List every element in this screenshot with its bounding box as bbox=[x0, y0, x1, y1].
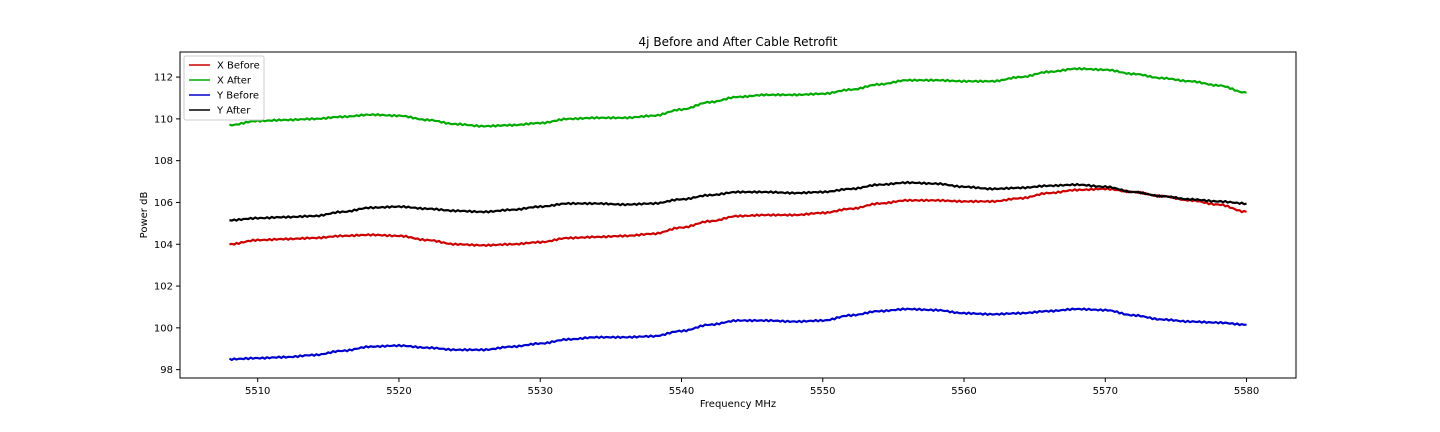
x-axis-label: Frequency MHz bbox=[700, 399, 776, 410]
series-line-y-after bbox=[229, 180, 1247, 222]
y-axis-ticks: 98 100 102 104 106 108 110 112 bbox=[154, 73, 180, 376]
series-line-y-before bbox=[228, 307, 1247, 362]
series-line-x-before bbox=[229, 187, 1247, 247]
x-tick-label: 5550 bbox=[810, 386, 835, 397]
y-tick-label: 102 bbox=[154, 282, 173, 293]
legend-box bbox=[183, 55, 265, 121]
x-tick-label: 5520 bbox=[386, 386, 411, 397]
x-tick-label: 5540 bbox=[669, 386, 694, 397]
y-tick-label: 100 bbox=[154, 323, 173, 334]
y-tick-label: 112 bbox=[154, 73, 173, 84]
y-tick-label: 106 bbox=[154, 198, 173, 209]
y-tick-label: 110 bbox=[154, 114, 173, 125]
plot-frame bbox=[179, 51, 1297, 379]
y-tick-label: 98 bbox=[160, 365, 173, 376]
y-tick-label: 104 bbox=[154, 240, 173, 251]
legend-label: X Before bbox=[217, 61, 260, 72]
y-tick-label: 108 bbox=[154, 156, 173, 167]
plot-lines bbox=[228, 66, 1247, 362]
legend-label: X After bbox=[217, 76, 252, 87]
x-tick-label: 5510 bbox=[245, 386, 270, 397]
x-tick-label: 5580 bbox=[1234, 386, 1259, 397]
x-axis-ticks: 5510 5520 5530 5540 5550 5560 5570 5580 bbox=[245, 378, 1259, 397]
legend-label: Y After bbox=[216, 106, 251, 117]
x-tick-label: 5530 bbox=[528, 386, 553, 397]
x-tick-label: 5570 bbox=[1093, 386, 1118, 397]
legend: X Before X After Y Before Y After bbox=[183, 55, 265, 121]
x-tick-label: 5560 bbox=[951, 386, 976, 397]
legend-label: Y Before bbox=[216, 91, 259, 102]
series-line-x-after bbox=[229, 66, 1247, 128]
chart-title: 4j Before and After Cable Retrofit bbox=[639, 35, 838, 49]
y-axis-label: Power dB bbox=[139, 192, 150, 239]
